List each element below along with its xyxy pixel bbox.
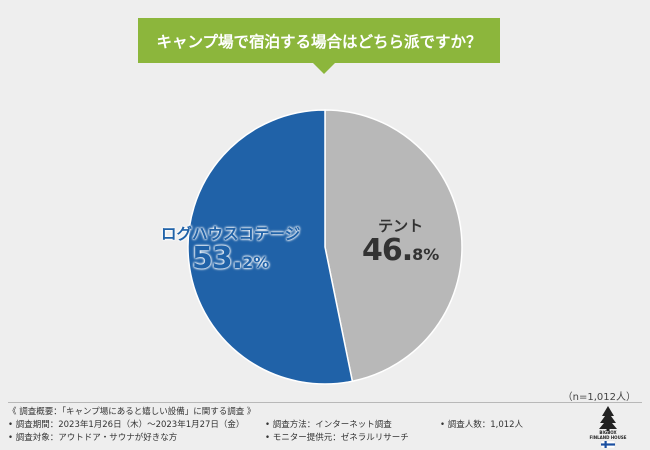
survey-target: • 調査対象：アウトドア・サウナが好きな方 [8,433,178,443]
log-house-label: ログハウスコテージ [161,225,301,243]
monitor-provider: • モニター提供元：ゼネラルリサーチ [265,433,409,443]
log-house-percent-main: 53. [191,241,243,276]
logo-line1: BIGBOX [599,430,616,435]
slice-label-tent: テント 46.8% [362,215,439,266]
log-house-percent-tail: 2% [242,253,270,272]
survey-period: • 調査期間：2023年1月26日（木）～2023年1月27日（金） [8,420,245,430]
tent-percent-main: 46. [362,233,413,268]
survey-count: • 調査人数：1,012人 [440,420,524,430]
title-pointer [313,63,335,74]
bigbox-finland-house-logo: BIGBOX FINLAND HOUSE [590,406,627,448]
pie-slice-log-house [187,109,354,385]
sample-size-note: （n=1,012人） [562,392,636,403]
tent-percent-tail: 8% [412,245,440,264]
footer-divider [8,402,642,403]
slice-label-log-house: ログハウスコテージ 53.2% [161,222,300,274]
chart-title: キャンプ場で宿泊する場合はどちら派ですか？ [138,18,500,63]
pie-slice-tent [324,109,463,383]
survey-overview: 《 調査概要：「キャンプ場にあると嬉しい設備」に関する調査 》 [8,407,256,417]
survey-method: • 調査方法：インターネット調査 [265,420,392,430]
logo-line2: FINLAND HOUSE [590,435,627,440]
tent-label: テント [378,217,424,235]
